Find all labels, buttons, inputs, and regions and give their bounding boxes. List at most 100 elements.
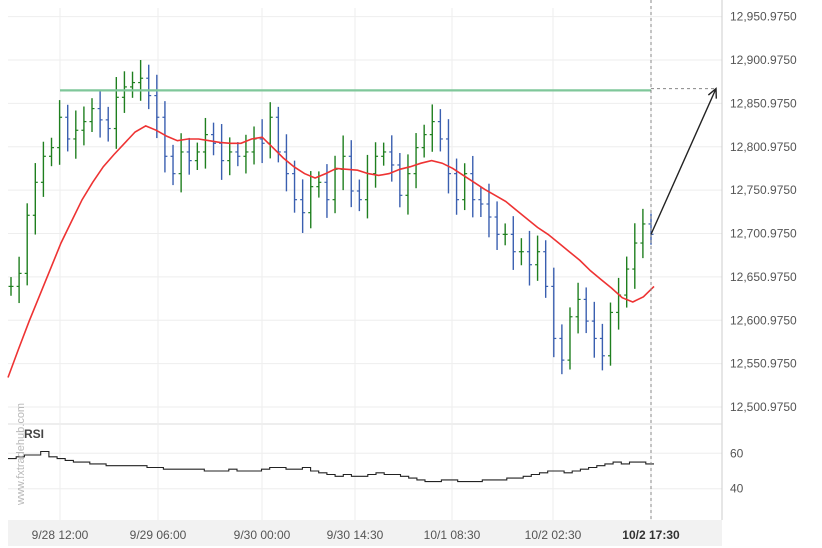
price-bar — [154, 74, 160, 139]
price-bar — [364, 154, 370, 219]
price-bar — [32, 163, 38, 235]
price-bar — [607, 302, 613, 366]
price-bar — [494, 201, 500, 250]
price-bar — [437, 109, 443, 152]
forecast-arrow-line — [650, 88, 717, 235]
price-bar — [211, 122, 217, 156]
price-bar — [49, 137, 55, 167]
price-bar — [283, 134, 289, 192]
price-bar — [381, 142, 387, 166]
price-bar — [308, 171, 314, 229]
rsi-line — [8, 450, 654, 483]
price-bar — [397, 153, 403, 208]
time-tick-label: 9/30 00:00 — [234, 528, 291, 542]
price-bar — [421, 124, 427, 158]
price-bar — [8, 277, 14, 296]
price-tick-label: 12,700.9750 — [730, 227, 797, 241]
price-tick-label: 12,600.9750 — [730, 313, 797, 327]
price-bar — [186, 137, 192, 175]
price-bar — [526, 230, 532, 286]
price-bar — [170, 144, 176, 186]
rsi-tick-label: 60 — [730, 446, 744, 460]
forecast-arrow-head — [707, 87, 718, 99]
price-bar — [348, 140, 354, 208]
price-bar — [373, 142, 379, 188]
price-bar — [235, 142, 241, 167]
rsi-panel: RSI — [8, 427, 654, 483]
price-bar — [40, 141, 46, 197]
price-tick-label: 12,750.9750 — [730, 183, 797, 197]
price-bar — [24, 203, 30, 286]
price-bar — [16, 256, 22, 304]
price-bar — [405, 154, 411, 215]
moving-average-line — [7, 125, 655, 378]
price-bar — [105, 106, 111, 142]
price-bar — [267, 102, 273, 159]
price-bar — [632, 223, 638, 289]
time-tick-label: 10/2 17:30 — [622, 528, 680, 542]
price-bars — [8, 60, 654, 375]
price-bar — [616, 277, 622, 330]
price-bar — [510, 216, 516, 270]
price-bar — [502, 223, 508, 246]
price-tick-label: 12,550.9750 — [730, 357, 797, 371]
price-bar — [599, 323, 605, 371]
price-bar — [356, 179, 362, 212]
price-bar — [413, 133, 419, 189]
price-bar — [89, 98, 95, 133]
price-bar — [194, 142, 200, 171]
price-bar — [138, 60, 144, 101]
price-bar — [259, 119, 265, 164]
price-bar — [470, 155, 476, 218]
price-bar — [389, 135, 395, 182]
price-bar — [202, 117, 208, 169]
rsi-axis-labels: 60 40 — [730, 446, 744, 495]
price-bar — [130, 71, 136, 98]
price-bar — [340, 135, 346, 191]
price-bar — [162, 101, 168, 173]
time-tick-label: 9/30 14:30 — [327, 528, 384, 542]
time-tick-label: 10/2 02:30 — [525, 528, 582, 542]
time-axis: 9/28 12:00 9/29 06:00 9/30 00:00 9/30 14:30… — [8, 520, 722, 546]
price-bar — [454, 158, 460, 215]
price-bar — [97, 90, 103, 138]
rsi-label: RSI — [24, 427, 44, 441]
rsi-tick-label: 40 — [730, 482, 744, 496]
price-bar — [551, 267, 557, 358]
price-bar — [567, 307, 573, 370]
grid-lines — [8, 0, 723, 520]
price-bar — [591, 301, 597, 358]
price-tick-label: 12,950.9750 — [730, 10, 797, 24]
price-bar — [640, 208, 646, 259]
price-tick-label: 12,800.9750 — [730, 140, 797, 154]
price-bar — [292, 160, 298, 213]
price-bar — [559, 324, 565, 375]
price-bar — [113, 77, 119, 149]
price-tick-label: 12,650.9750 — [730, 270, 797, 284]
price-bar — [462, 163, 468, 211]
price-bar — [251, 126, 257, 165]
price-bar — [73, 110, 79, 159]
time-tick-label: 9/29 06:00 — [130, 528, 187, 542]
price-bar — [429, 104, 435, 152]
price-bar — [81, 106, 87, 146]
price-bar — [478, 186, 484, 218]
price-bar — [543, 240, 549, 298]
price-bar — [65, 104, 71, 152]
price-axis-labels: 12,950.9750 12,900.9750 12,850.9750 12,800.… — [730, 10, 797, 414]
price-bar — [535, 235, 541, 281]
time-axis-band — [8, 520, 722, 546]
price-bar — [583, 287, 589, 334]
time-tick-label: 9/28 12:00 — [32, 528, 89, 542]
time-tick-label: 10/1 08:30 — [424, 528, 481, 542]
price-tick-label: 12,850.9750 — [730, 96, 797, 110]
price-bar — [332, 155, 338, 214]
price-bar — [146, 64, 152, 110]
price-bar — [57, 100, 63, 165]
price-bar — [300, 179, 306, 233]
watermark: www.fxtradehub.com — [15, 403, 27, 506]
price-bar — [178, 133, 184, 193]
price-tick-label: 12,900.9750 — [730, 53, 797, 67]
price-tick-label: 12,500.9750 — [730, 400, 797, 414]
